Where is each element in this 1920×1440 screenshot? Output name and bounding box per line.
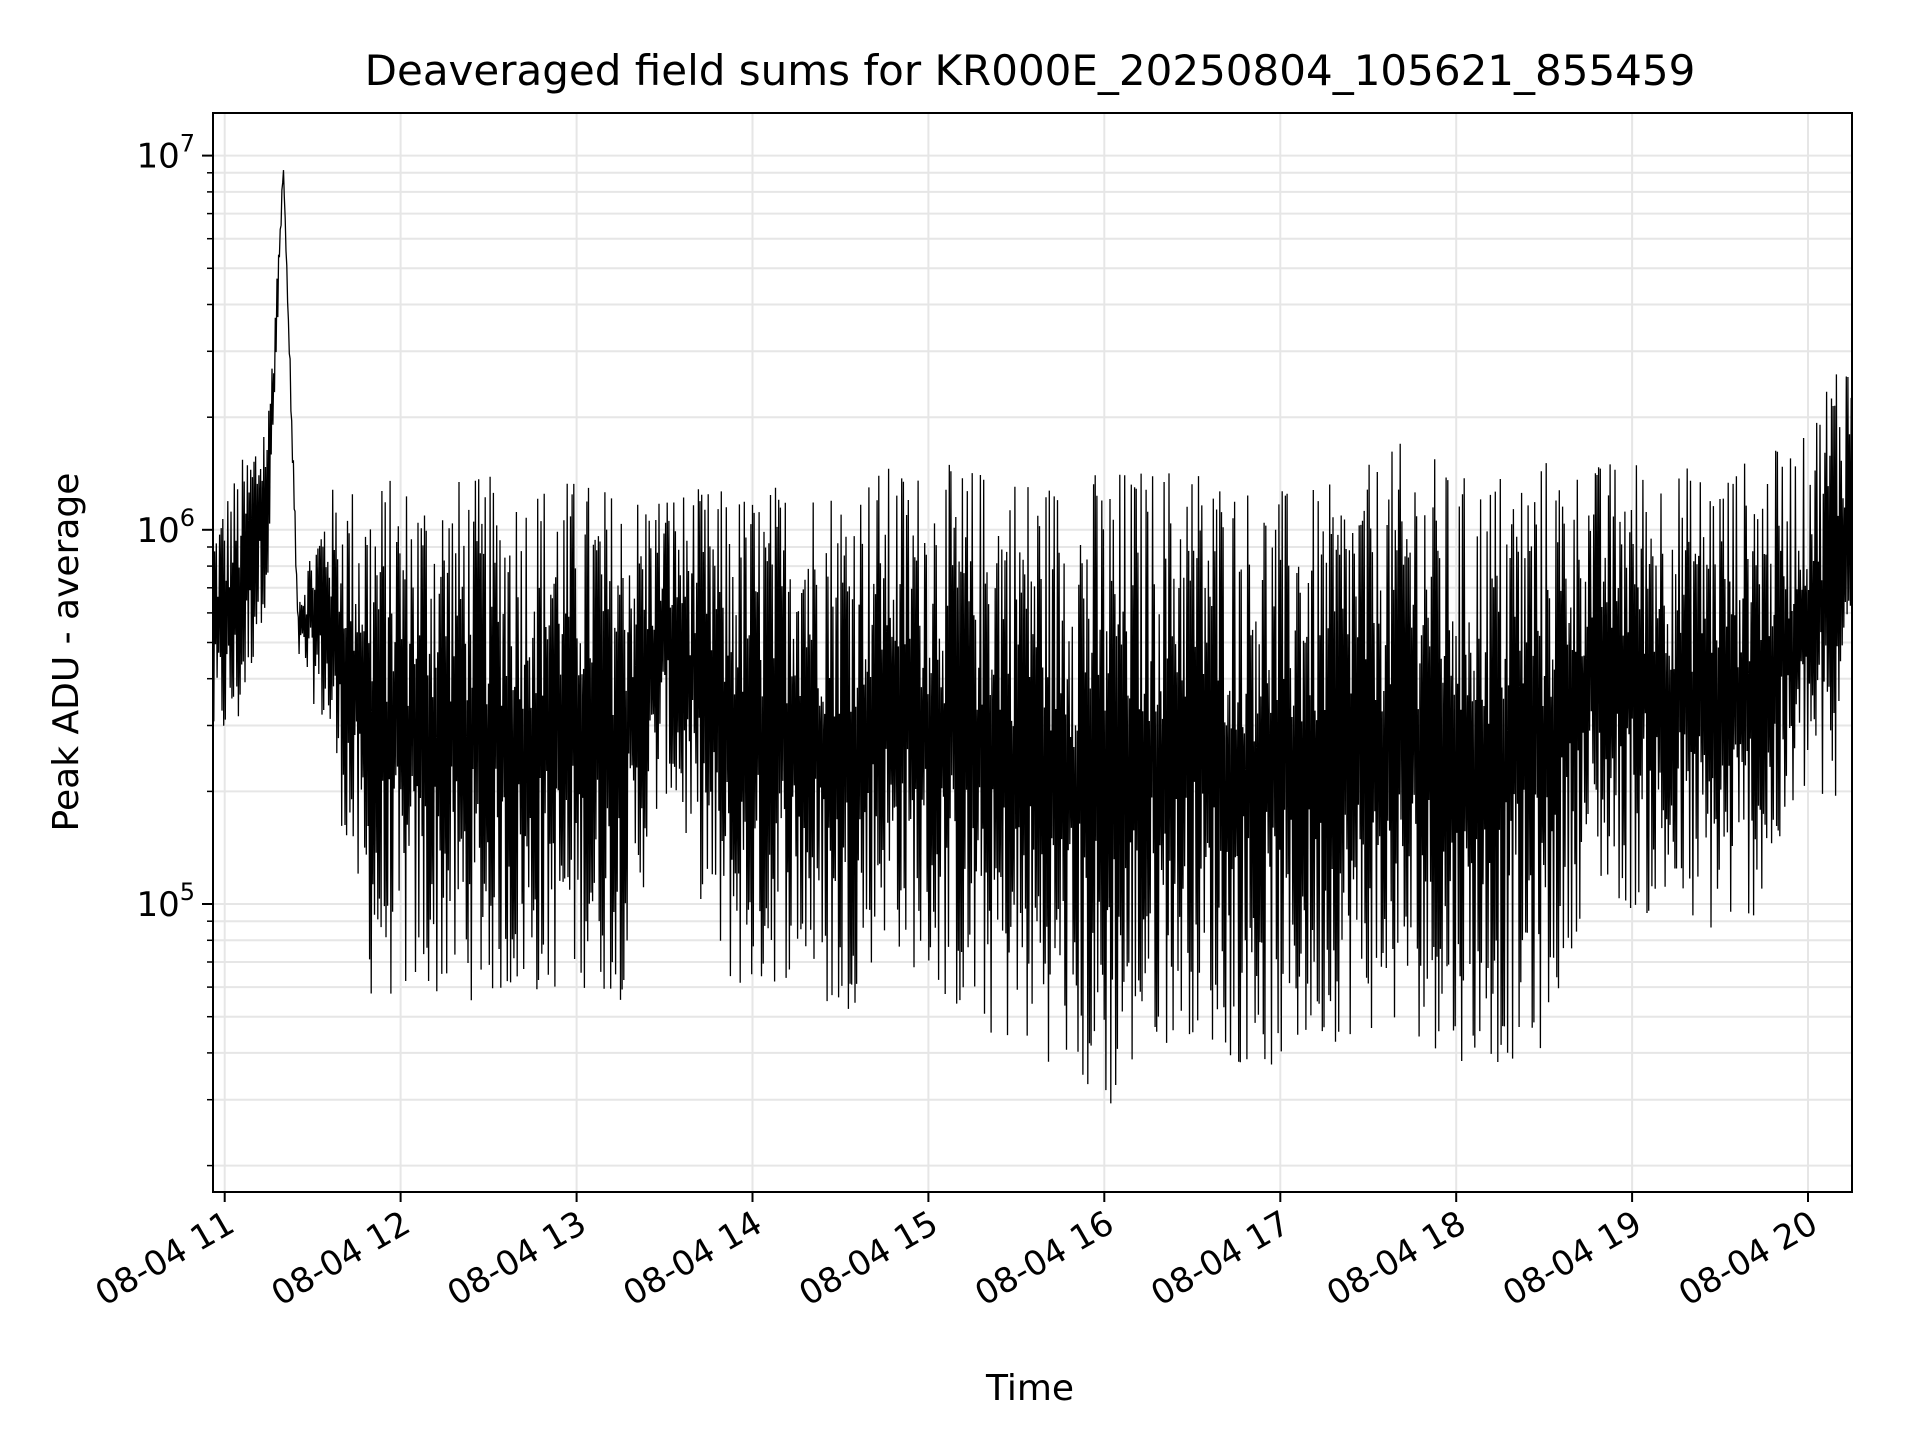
y-axis-label: Peak ADU - average	[46, 473, 87, 832]
y-axis: 105 106 107	[136, 130, 213, 1167]
series-group	[212, 170, 1853, 1104]
y-tick-label: 106	[136, 504, 195, 551]
x-axis-label: Time	[985, 1368, 1074, 1409]
plot-frame	[212, 112, 1853, 1193]
y-tick-label: 107	[136, 130, 195, 177]
chart-title: Deaveraged field sums for KR000E_2025080…	[365, 46, 1696, 95]
y-tick-label: 105	[136, 878, 195, 925]
series-line	[212, 170, 1853, 1104]
